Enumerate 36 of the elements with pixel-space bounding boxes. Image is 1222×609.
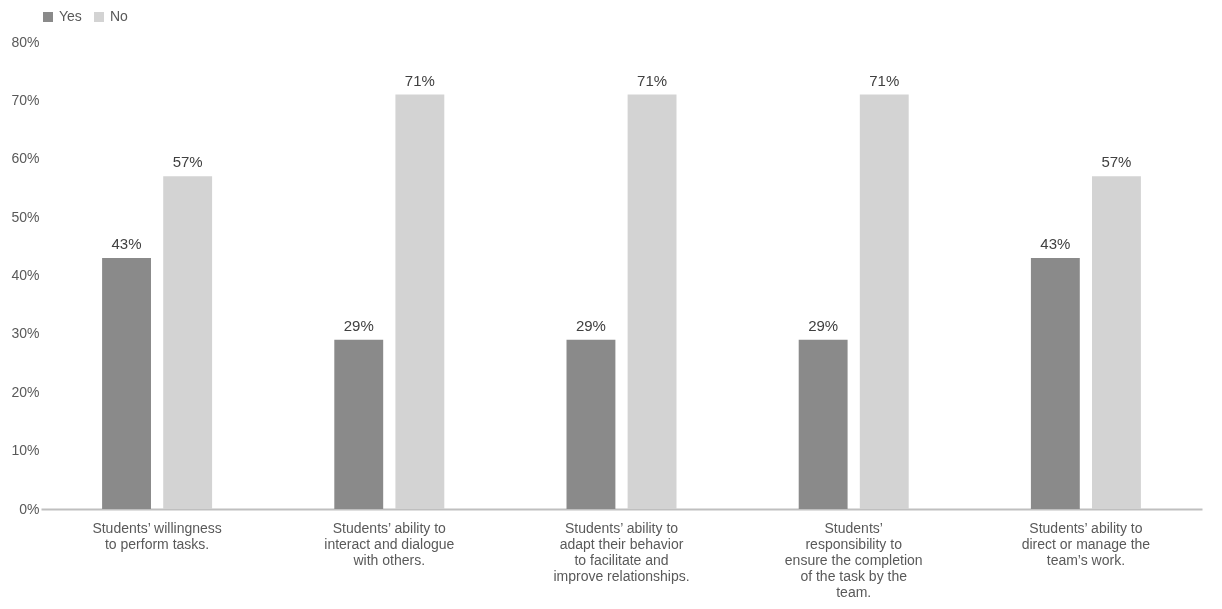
bar bbox=[859, 94, 909, 509]
x-tick-label: Students’ ability to adapt their behavior to facilitate and improve relationships. bbox=[553, 519, 690, 584]
bar bbox=[798, 339, 848, 509]
y-tick-label: 20% bbox=[11, 383, 40, 400]
y-tick-label: 40% bbox=[11, 267, 40, 283]
bar bbox=[334, 339, 384, 509]
x-tick-label: Students’ willingness to perform tasks. bbox=[92, 519, 222, 552]
legend-label: Yes bbox=[59, 8, 82, 24]
x-tick-label: Students’ responsibility to ensure the completion of the task by the team. bbox=[784, 519, 923, 600]
y-tick-label: 60% bbox=[11, 150, 40, 167]
y-tick-label: 30% bbox=[11, 325, 40, 342]
bar bbox=[566, 339, 616, 509]
data-label: 71% bbox=[869, 71, 900, 89]
y-tick-label: 50% bbox=[11, 208, 40, 225]
data-label: 43% bbox=[111, 234, 142, 252]
bar bbox=[627, 94, 677, 509]
data-label: 29% bbox=[575, 316, 606, 334]
data-label: 71% bbox=[404, 71, 435, 89]
bar bbox=[163, 176, 213, 509]
bar bbox=[1092, 176, 1141, 509]
y-tick-label: 70% bbox=[11, 91, 40, 108]
legend-label: No bbox=[110, 8, 129, 24]
data-label: 29% bbox=[808, 316, 839, 334]
data-label: 71% bbox=[637, 71, 668, 89]
x-tick-label: Students’ ability to direct or manage the team’s work. bbox=[1021, 519, 1151, 568]
data-label: 29% bbox=[343, 316, 374, 334]
x-tick-label: Students’ ability to interact and dialogue with others. bbox=[324, 519, 455, 568]
y-tick-label: 0% bbox=[19, 500, 40, 517]
data-label: 57% bbox=[1101, 153, 1132, 171]
bar bbox=[395, 94, 445, 509]
data-label: 43% bbox=[1040, 234, 1071, 252]
bar bbox=[1030, 257, 1080, 509]
y-tick-label: 80% bbox=[11, 33, 40, 50]
data-label: 57% bbox=[172, 153, 203, 171]
y-tick-label: 10% bbox=[11, 442, 40, 459]
bar bbox=[102, 257, 151, 509]
